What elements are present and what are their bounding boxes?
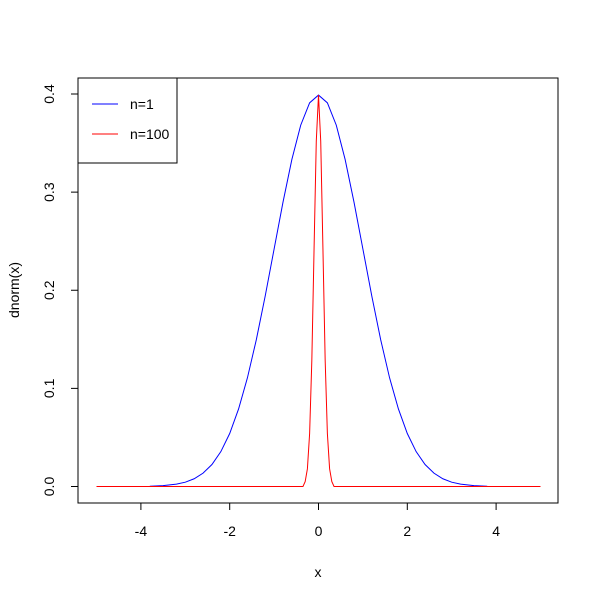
y-tick-label: 0.1 [41, 378, 57, 398]
series-layer [96, 94, 541, 487]
legend-box [77, 77, 178, 164]
x-tick-label: 0 [315, 523, 323, 539]
x-tick-label: 2 [403, 523, 411, 539]
y-tick-label: 0.0 [41, 477, 57, 497]
legend-label-n100: n=100 [130, 126, 170, 142]
x-tick-label: -2 [223, 523, 236, 539]
x-tick-label: -4 [135, 523, 148, 539]
series-line-n100 [96, 95, 541, 487]
legend: n=1 n=100 [77, 77, 178, 164]
x-axis: -4 -2 0 2 4 [135, 502, 500, 539]
y-tick-label: 0.4 [41, 84, 57, 104]
y-axis-label: dnorm(x) [6, 262, 22, 318]
x-tick-label: 4 [492, 523, 500, 539]
legend-label-n1: n=1 [130, 96, 154, 112]
x-axis-label: x [315, 564, 322, 580]
y-tick-label: 0.3 [41, 182, 57, 202]
y-tick-label: 0.2 [41, 280, 57, 300]
